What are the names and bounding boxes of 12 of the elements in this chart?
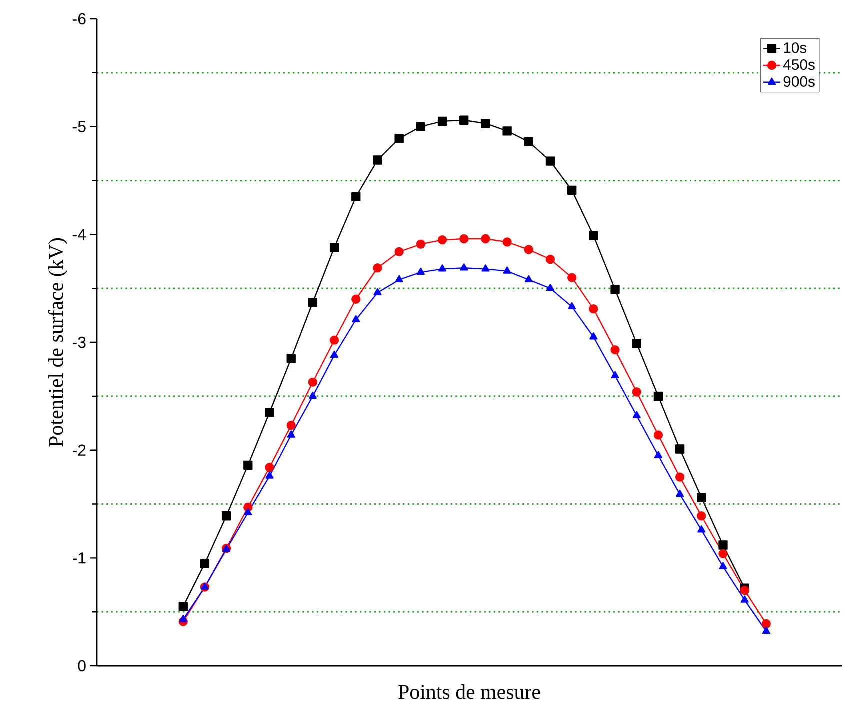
y-tick-label: -4 <box>73 229 86 240</box>
y-tick-label: -2 <box>73 444 86 456</box>
y-tick-label: 0 <box>78 660 86 672</box>
legend-label: 450s <box>783 60 815 70</box>
y-tick-label: -3 <box>73 336 86 348</box>
legend-label: 900s <box>784 76 815 87</box>
y-axis-title: Potentiel de surface (kV) <box>48 238 68 447</box>
y-tick-label: -5 <box>73 121 86 132</box>
legend-label: 10s <box>784 42 807 54</box>
y-tick-label: -6 <box>73 13 86 25</box>
y-tick-label: -1 <box>73 552 86 564</box>
x-axis-title: Points de mesure <box>398 684 540 700</box>
